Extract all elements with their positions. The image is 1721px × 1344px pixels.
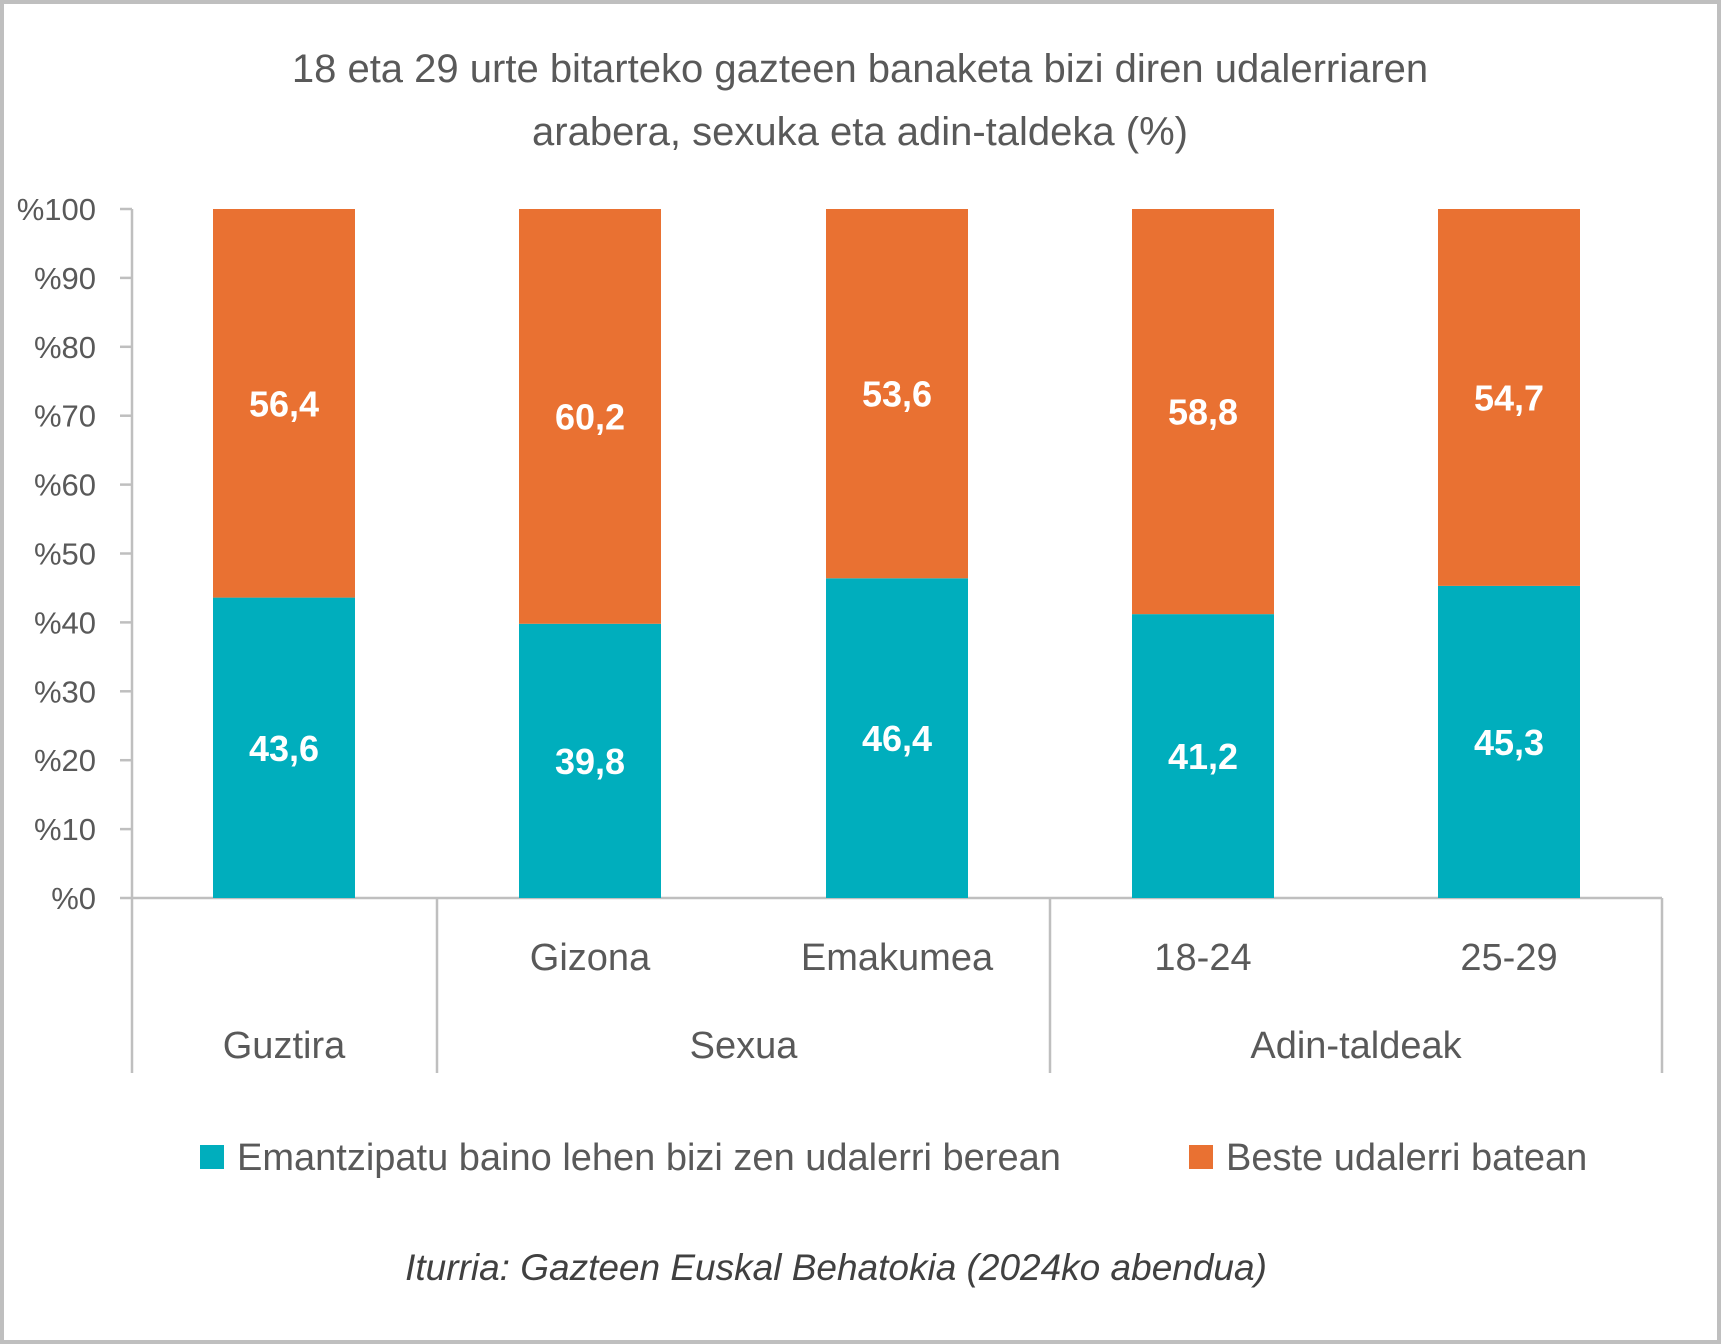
x-group-label: Adin-taldeak xyxy=(1250,1025,1462,1067)
data-label: 43,6 xyxy=(249,728,319,769)
data-label: 46,4 xyxy=(862,718,932,759)
x-category-label: Emakumea xyxy=(801,937,994,979)
bar-other-municipality xyxy=(213,209,355,598)
x-group-label: Sexua xyxy=(690,1025,799,1067)
chart-title-line-2: arabera, sexuka eta adin-taldeka (%) xyxy=(532,110,1188,154)
source-note: Iturria: Gazteen Euskal Behatokia (2024k… xyxy=(405,1247,1267,1288)
bar-same-municipality xyxy=(213,597,355,898)
data-label: 53,6 xyxy=(862,374,932,415)
y-tick-label: %60 xyxy=(34,468,96,503)
bar-other-municipality xyxy=(826,209,968,579)
bar-same-municipality xyxy=(826,578,968,898)
bar-other-municipality xyxy=(1438,209,1580,586)
x-group-label: Guztira xyxy=(223,1025,346,1067)
y-tick-label: %20 xyxy=(34,743,96,778)
x-category-label: 25-29 xyxy=(1460,937,1557,979)
y-tick-label: %10 xyxy=(34,812,96,847)
y-tick-label: %30 xyxy=(34,674,96,709)
legend-swatch xyxy=(1189,1145,1213,1169)
data-label: 56,4 xyxy=(249,383,319,424)
legend-label: Emantzipatu baino lehen bizi zen udalerr… xyxy=(237,1137,1061,1179)
y-tick-label: %80 xyxy=(34,330,96,365)
data-label: 54,7 xyxy=(1474,377,1544,418)
bar-same-municipality xyxy=(519,623,661,898)
bar-same-municipality xyxy=(1438,585,1580,898)
data-label: 60,2 xyxy=(555,396,625,437)
y-tick-label: %70 xyxy=(34,399,96,434)
x-category-label: 18-24 xyxy=(1154,937,1251,979)
y-tick-label: %0 xyxy=(51,881,96,916)
data-label: 58,8 xyxy=(1168,392,1238,433)
chart-title-line-1: 18 eta 29 urte bitarteko gazteen banaket… xyxy=(292,47,1428,91)
bar-other-municipality xyxy=(1132,209,1274,615)
y-tick-label: %100 xyxy=(17,192,96,227)
legend-label: Beste udalerri batean xyxy=(1226,1137,1587,1179)
y-tick-label: %40 xyxy=(34,605,96,640)
data-label: 41,2 xyxy=(1168,736,1238,777)
data-label: 39,8 xyxy=(555,741,625,782)
legend-swatch xyxy=(200,1145,224,1169)
data-label: 45,3 xyxy=(1474,722,1544,763)
bar-same-municipality xyxy=(1132,614,1274,898)
bar-other-municipality xyxy=(519,209,661,624)
x-category-label: Gizona xyxy=(530,937,651,979)
y-tick-label: %50 xyxy=(34,537,96,572)
y-tick-label: %90 xyxy=(34,261,96,296)
